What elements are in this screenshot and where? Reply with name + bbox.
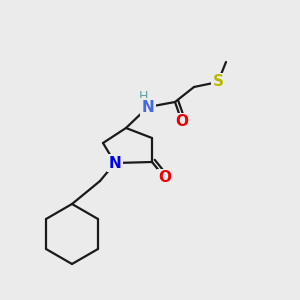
- Text: N: N: [109, 155, 122, 170]
- Text: S: S: [212, 74, 224, 89]
- Text: O: O: [176, 115, 188, 130]
- Text: H: H: [138, 91, 148, 103]
- Text: N: N: [142, 100, 154, 115]
- Text: O: O: [158, 170, 172, 185]
